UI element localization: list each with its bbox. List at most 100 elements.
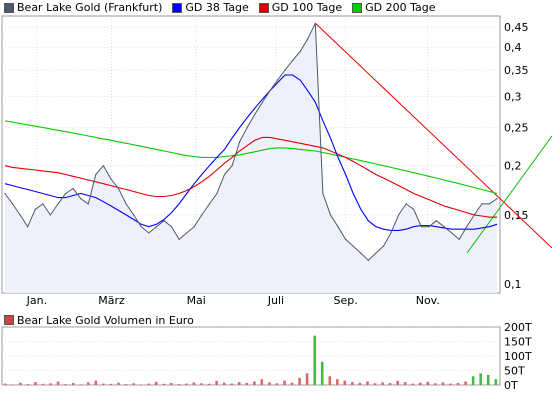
price-line (4, 23, 498, 261)
price-point (4, 192, 6, 195)
price-point (269, 90, 271, 92)
trend-line-up (466, 135, 553, 254)
price-x-tick-label: März (98, 294, 125, 307)
legend-label-volume: Bear Lake Gold Volumen in Euro (17, 313, 194, 327)
price-panel: 0,45 0,4 0,35 0,3 0,25 0,2 0,15 0,1 Jan. März Mai J… (1, 15, 553, 307)
volume-y-tick-label: 0T (504, 379, 518, 392)
volume-bar (26, 384, 30, 385)
volume-bar (185, 383, 188, 385)
price-point (254, 113, 256, 115)
price-point (322, 192, 324, 195)
price-point (299, 50, 301, 53)
price-y-tick-label: 0,2 (504, 160, 522, 173)
price-point (428, 226, 430, 228)
gd100-line (4, 136, 497, 218)
volume-bar (471, 376, 475, 385)
volume-bar (154, 381, 158, 385)
volume-y-tick-label: 50T (504, 365, 525, 378)
price-point (110, 178, 112, 180)
price-point (292, 59, 294, 62)
volume-bar (64, 384, 67, 385)
price-point (276, 79, 279, 81)
price-point (488, 203, 490, 205)
volume-bar (177, 384, 181, 385)
price-point (352, 245, 354, 247)
price-point (27, 226, 29, 228)
volume-bar (49, 383, 52, 385)
volume-bar (336, 379, 339, 385)
volume-bar (396, 380, 399, 385)
volume-bar (79, 384, 83, 385)
price-y-tick-label: 0,15 (504, 209, 529, 222)
volume-bar (283, 380, 286, 385)
volume-bar (139, 384, 143, 385)
price-point (102, 165, 104, 167)
price-point (125, 203, 127, 205)
legend-label-gd200: GD 200 Tage (365, 1, 436, 14)
price-point (337, 226, 339, 228)
price-point (42, 203, 44, 205)
price-point (390, 232, 392, 234)
price-y-tick-label: 0,45 (504, 21, 529, 34)
volume-bar (34, 382, 37, 385)
legend-label-gd100: GD 100 Tage (271, 1, 343, 14)
volume-bar (87, 382, 90, 385)
price-y-tick-label: 0,4 (504, 41, 522, 54)
volume-bar (230, 383, 233, 385)
volume-bar (381, 382, 384, 385)
price-point (186, 232, 188, 234)
price-point (193, 226, 195, 228)
price-point (398, 214, 400, 216)
price-point (443, 226, 445, 228)
price-point (57, 203, 59, 205)
legend-label-gd38: GD 38 Tage (185, 1, 249, 14)
trend-line-down (314, 22, 553, 249)
gd38-line (4, 74, 498, 231)
price-point (12, 203, 14, 205)
price-legend: Bear Lake Gold (Frankfurt) GD 38 Tage GD… (0, 0, 442, 15)
price-point (329, 214, 332, 216)
price-point (405, 203, 407, 205)
price-point (239, 141, 241, 143)
volume-bar (366, 381, 369, 385)
price-point (451, 232, 453, 234)
price-point (163, 220, 165, 222)
price-point (208, 203, 210, 205)
volume-bar (343, 380, 347, 385)
volume-bar (403, 382, 407, 385)
price-x-tick-label: Mai (187, 294, 206, 307)
price-point (216, 192, 218, 195)
volume-bar (494, 379, 498, 385)
legend-swatch-price (4, 2, 14, 13)
volume-bar (305, 373, 309, 385)
volume-bar (71, 383, 75, 385)
price-point (466, 226, 468, 228)
price-point (413, 208, 415, 210)
legend-swatch-gd100 (258, 2, 269, 13)
volume-bar (4, 383, 7, 385)
price-x-tick-label: Nov. (416, 294, 440, 307)
legend-swatch-volume (4, 315, 14, 325)
price-point (117, 187, 120, 190)
price-point (80, 198, 82, 200)
volume-bar (132, 383, 135, 385)
volume-bar (449, 383, 452, 385)
price-point (49, 214, 52, 216)
legend-item-gd38: GD 38 Tage (172, 1, 249, 14)
price-y-tick-label: 0,3 (504, 90, 522, 103)
volume-bar (479, 373, 482, 385)
volume-bar (260, 379, 264, 385)
volume-bar (313, 335, 316, 385)
volume-bar (253, 381, 256, 385)
price-y-tick-label: 0,25 (504, 122, 529, 135)
price-x-tick-label: Sep. (334, 294, 358, 307)
legend-item-price: Bear Lake Gold (Frankfurt) (4, 1, 162, 14)
price-point (345, 238, 347, 240)
volume-bar (486, 374, 490, 385)
legend-item-gd200: GD 200 Tage (352, 1, 436, 14)
price-x-tick-label: Jan. (26, 294, 47, 307)
volume-y-tick-label: 200T (504, 321, 532, 334)
price-point (458, 238, 460, 240)
price-point (170, 226, 173, 228)
